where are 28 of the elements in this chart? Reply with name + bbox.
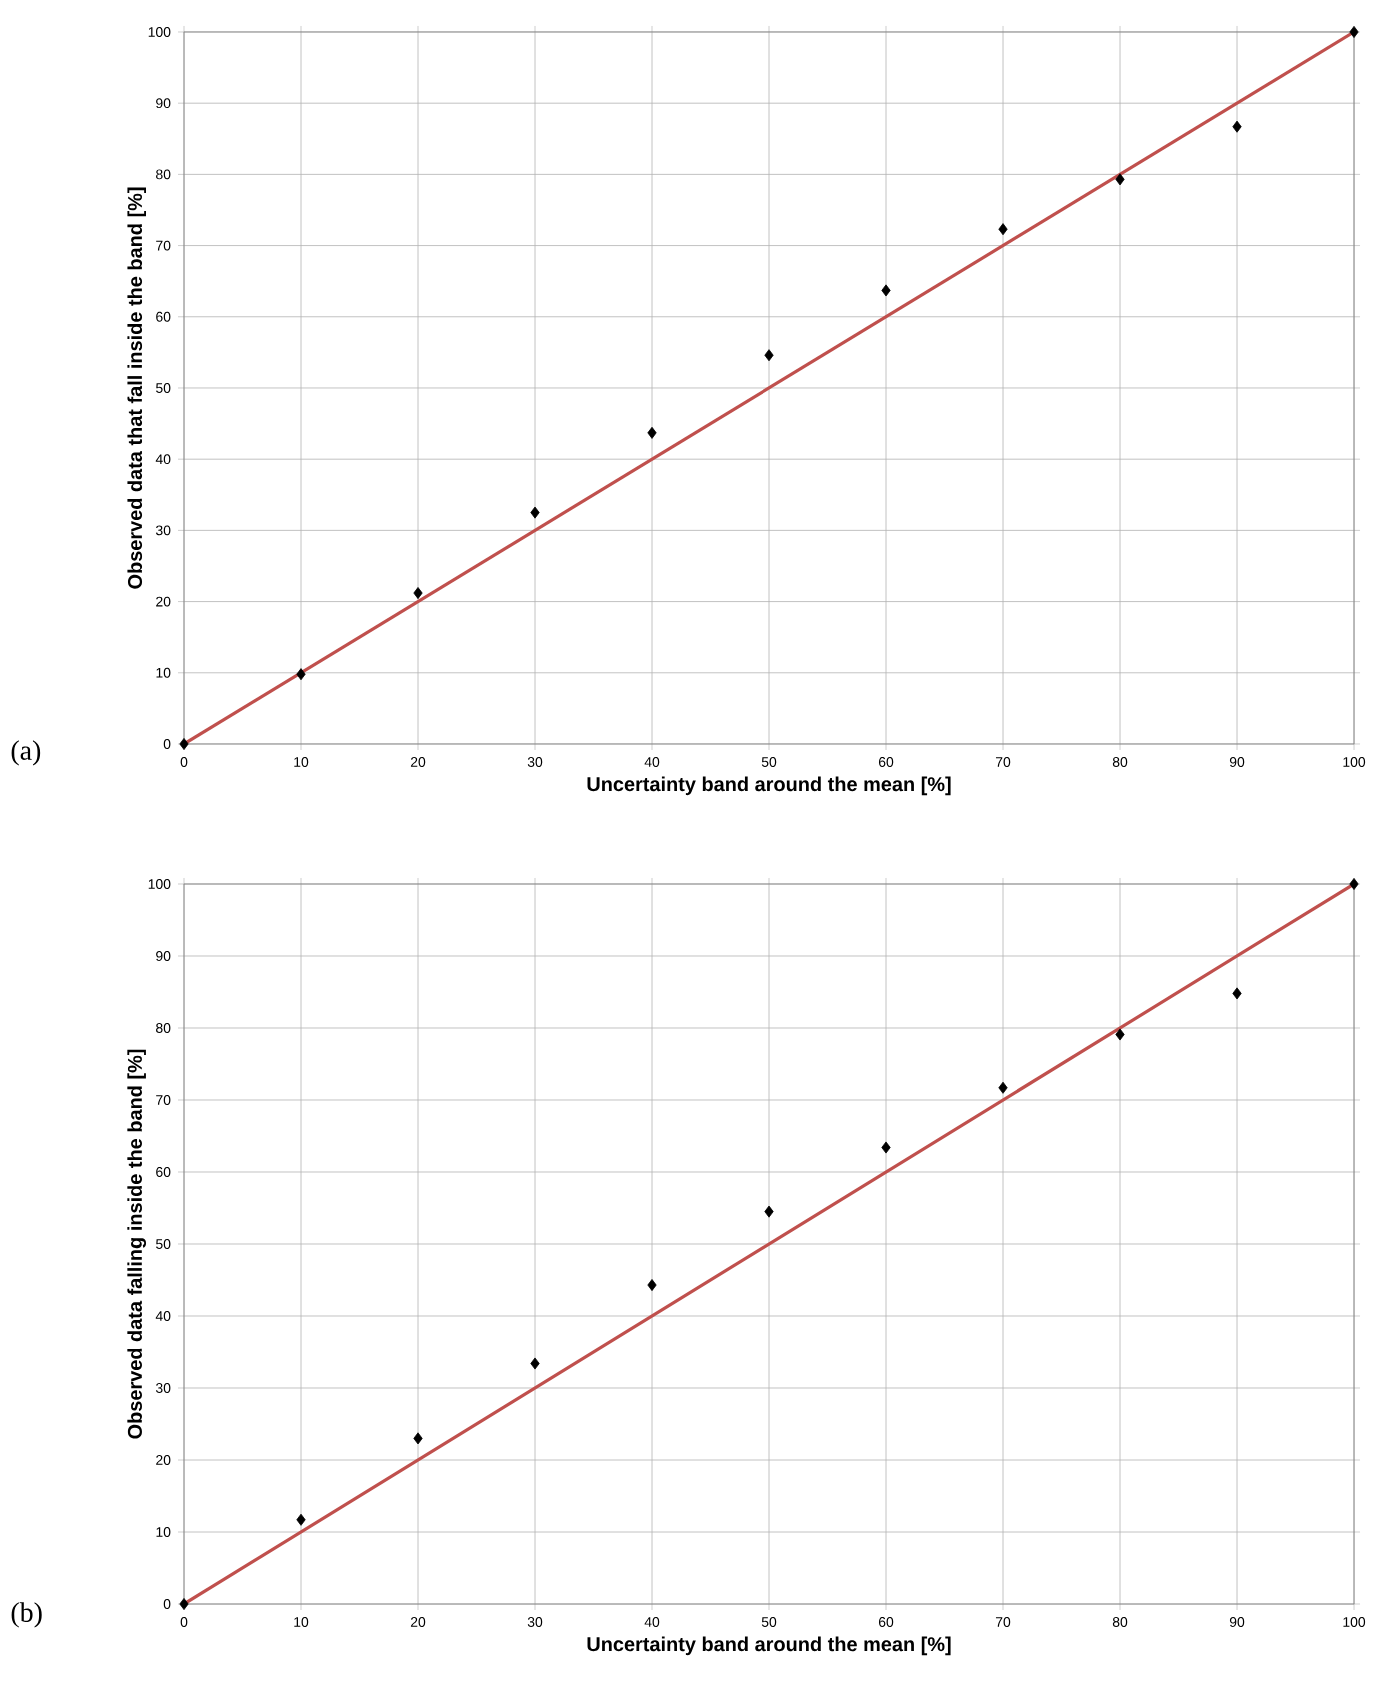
point xyxy=(1232,120,1242,133)
point xyxy=(881,1141,891,1154)
text: (b) xyxy=(11,1602,42,1628)
point xyxy=(413,587,423,600)
x-axis-title: Uncertainty band around the mean [%] xyxy=(587,1636,951,1656)
point xyxy=(530,1357,540,1370)
point xyxy=(1349,25,1359,38)
point xyxy=(881,284,891,297)
point xyxy=(179,1598,189,1610)
point xyxy=(764,349,774,362)
point xyxy=(647,1279,657,1292)
point xyxy=(296,668,306,681)
y-axis-title: Observed data that fall inside the band [%] xyxy=(127,187,146,589)
point xyxy=(647,426,657,439)
point xyxy=(179,737,189,750)
point xyxy=(413,1432,423,1445)
y-axis-title: Observed data falling inside the band [%] xyxy=(127,1049,146,1439)
point xyxy=(296,1513,306,1526)
text: (a) xyxy=(11,740,41,766)
x-axis-title: Uncertainty band around the mean [%] xyxy=(587,776,951,796)
point xyxy=(764,1205,774,1218)
point xyxy=(1232,987,1242,1000)
point xyxy=(530,506,540,519)
point xyxy=(998,223,1008,236)
point xyxy=(1115,173,1125,186)
point xyxy=(1349,877,1359,890)
point xyxy=(998,1081,1008,1094)
point xyxy=(1115,1028,1125,1041)
